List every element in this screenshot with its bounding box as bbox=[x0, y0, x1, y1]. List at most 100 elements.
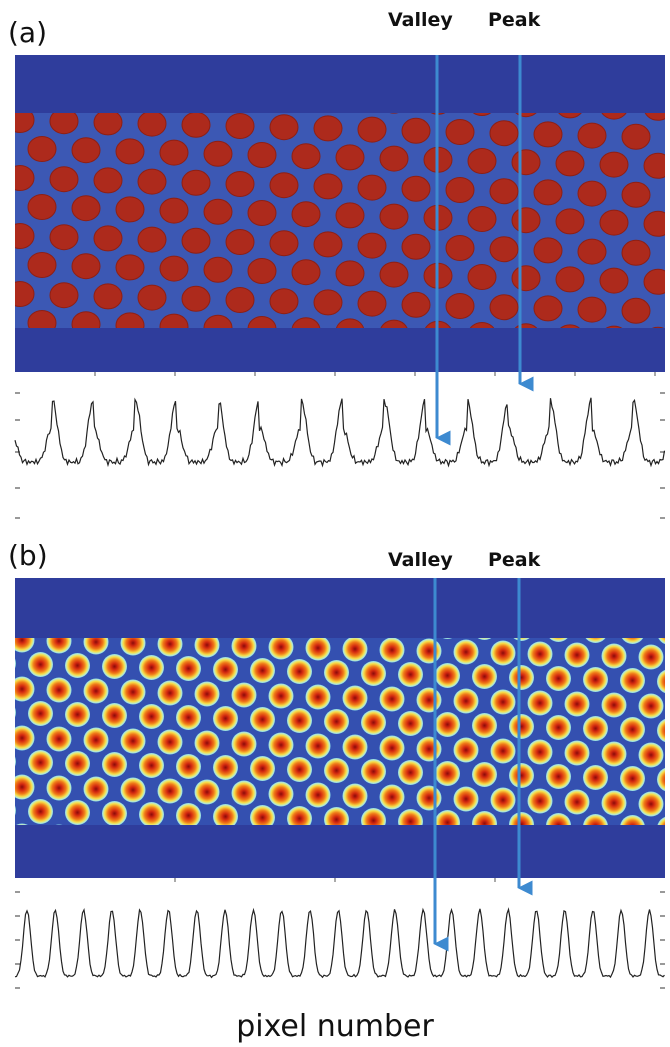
dot bbox=[435, 712, 460, 737]
dot bbox=[666, 358, 670, 383]
dot bbox=[565, 741, 590, 766]
dot bbox=[65, 800, 90, 825]
dot bbox=[644, 269, 670, 294]
dot bbox=[158, 681, 183, 706]
dot bbox=[361, 759, 386, 784]
dot bbox=[248, 143, 276, 168]
dot bbox=[182, 228, 210, 253]
dot bbox=[94, 168, 122, 193]
dot bbox=[380, 146, 408, 171]
dot bbox=[6, 224, 34, 249]
dot bbox=[491, 641, 516, 666]
dot bbox=[28, 253, 56, 278]
dot bbox=[417, 786, 442, 811]
dot bbox=[28, 799, 53, 824]
dot bbox=[491, 690, 516, 715]
dot bbox=[639, 792, 664, 817]
panel-label: (a) bbox=[8, 16, 47, 49]
dot bbox=[158, 779, 183, 804]
dot bbox=[620, 717, 645, 742]
dot bbox=[226, 114, 254, 139]
valley-label: Valley bbox=[388, 9, 453, 31]
dot bbox=[468, 149, 496, 174]
dot bbox=[160, 140, 188, 165]
dot bbox=[270, 231, 298, 256]
dot bbox=[314, 232, 342, 257]
dot bbox=[600, 152, 628, 177]
dot bbox=[248, 201, 276, 226]
dot bbox=[0, 749, 16, 774]
dot bbox=[204, 199, 232, 224]
dot bbox=[121, 778, 146, 803]
dot bbox=[287, 757, 312, 782]
dot bbox=[102, 654, 127, 679]
dot bbox=[336, 145, 364, 170]
dot bbox=[417, 737, 442, 762]
dot bbox=[6, 166, 34, 191]
dot bbox=[620, 668, 645, 693]
dot bbox=[343, 637, 368, 662]
dot bbox=[666, 184, 670, 209]
dot bbox=[65, 702, 90, 727]
dot bbox=[512, 208, 540, 233]
dot bbox=[102, 752, 127, 777]
dot bbox=[490, 179, 518, 204]
dot bbox=[556, 209, 584, 234]
dot bbox=[182, 286, 210, 311]
dot bbox=[578, 239, 606, 264]
panel-label: (b) bbox=[8, 539, 48, 572]
dot bbox=[622, 182, 650, 207]
dot bbox=[600, 210, 628, 235]
dot bbox=[324, 709, 349, 734]
dot bbox=[195, 682, 220, 707]
dot bbox=[232, 732, 257, 757]
dot bbox=[528, 789, 553, 814]
dot bbox=[402, 234, 430, 259]
dot bbox=[232, 683, 257, 708]
profile-area bbox=[15, 878, 665, 1000]
dot bbox=[446, 178, 474, 203]
dot bbox=[72, 254, 100, 279]
x-axis-label: pixel number bbox=[236, 1009, 434, 1044]
peak-label: Peak bbox=[488, 549, 541, 571]
dot bbox=[292, 144, 320, 169]
dot bbox=[380, 638, 405, 663]
dot bbox=[50, 167, 78, 192]
dot bbox=[468, 265, 496, 290]
dot bbox=[72, 196, 100, 221]
dot bbox=[583, 667, 608, 692]
dot bbox=[232, 781, 257, 806]
dot bbox=[602, 644, 627, 669]
dot bbox=[454, 738, 479, 763]
dot bbox=[380, 262, 408, 287]
dot bbox=[204, 141, 232, 166]
dot bbox=[358, 117, 386, 142]
dot bbox=[269, 684, 294, 709]
dot bbox=[47, 727, 72, 752]
dot bbox=[358, 291, 386, 316]
dot bbox=[417, 688, 442, 713]
dot bbox=[534, 180, 562, 205]
dot bbox=[324, 758, 349, 783]
dot bbox=[116, 197, 144, 222]
dot bbox=[116, 255, 144, 280]
dot bbox=[417, 639, 442, 664]
dot bbox=[314, 290, 342, 315]
dot bbox=[84, 728, 109, 753]
dot bbox=[358, 175, 386, 200]
dot bbox=[213, 755, 238, 780]
dot bbox=[0, 700, 16, 725]
dot bbox=[72, 138, 100, 163]
dot bbox=[454, 787, 479, 812]
dot bbox=[556, 151, 584, 176]
dot bbox=[94, 226, 122, 251]
dot bbox=[270, 173, 298, 198]
dot bbox=[343, 735, 368, 760]
dot bbox=[490, 237, 518, 262]
dot bbox=[336, 261, 364, 286]
dot bbox=[402, 118, 430, 143]
dot bbox=[84, 679, 109, 704]
dot bbox=[644, 153, 670, 178]
dot bbox=[0, 193, 12, 218]
dot bbox=[620, 766, 645, 791]
